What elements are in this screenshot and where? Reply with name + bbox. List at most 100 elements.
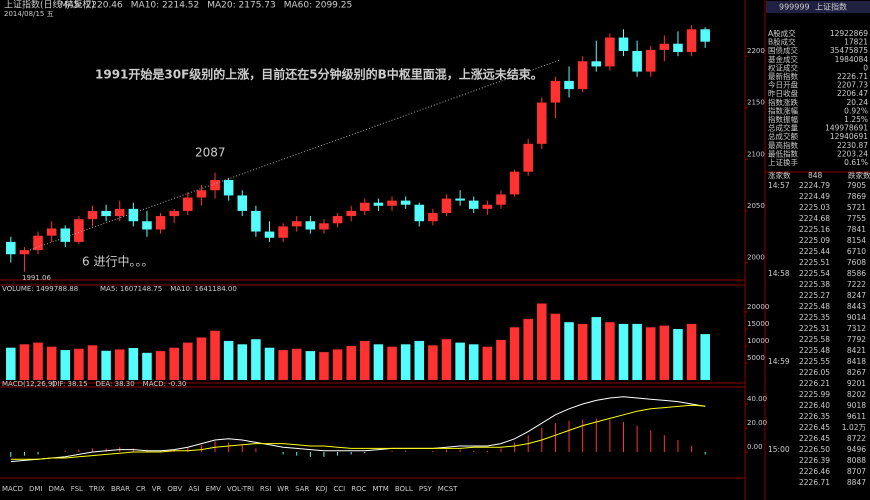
tick-price: 2226.35 [799, 412, 830, 421]
tick-price: 2226.50 [799, 445, 830, 454]
tick-volume: 7222 [847, 280, 866, 289]
tick-volume: 8247 [847, 291, 866, 300]
tick-header: 跌家数 [848, 170, 870, 180]
stat-label: B股成交 [768, 37, 796, 47]
candle-body [428, 212, 438, 222]
stat-value: 1.25% [844, 115, 868, 124]
tick-volume: 8421 [847, 346, 866, 355]
indicator-tab[interactable]: VR [152, 485, 162, 493]
indicator-tab[interactable]: CR [136, 485, 146, 493]
candle-body [291, 221, 302, 227]
y-tick-label: 20.00 [747, 419, 767, 427]
candle-body [6, 241, 16, 255]
volume-bar [591, 317, 602, 380]
candle-body [196, 190, 207, 198]
volume-bar [700, 334, 710, 380]
indicator-tab[interactable]: BOLL [395, 485, 413, 493]
volume-bar [74, 348, 84, 380]
indicator-tab[interactable]: CCI [333, 485, 345, 493]
tick-price: 2225.27 [799, 291, 830, 300]
volume-bar [196, 337, 207, 380]
candle-body [673, 43, 683, 52]
indicator-tab[interactable]: DMI [29, 485, 43, 493]
volume-bar [373, 344, 384, 380]
stat-label: 最新指数 [768, 71, 798, 81]
indicator-tab[interactable]: DMA [48, 485, 64, 493]
tick-price: 2226.45 [799, 434, 830, 443]
stat-value: 2207.73 [837, 81, 868, 90]
volume-bar [414, 340, 425, 380]
tick-price: 2225.58 [799, 335, 830, 344]
indicator-tab[interactable]: ROC [351, 485, 366, 493]
tick-volume: 8586 [847, 269, 866, 278]
ma-label: MA5: 1607148.75 [100, 285, 162, 293]
volume-bar [291, 348, 302, 380]
indicator-tab[interactable]: EMV [206, 485, 221, 493]
candle-body [19, 250, 30, 255]
indicator-tab[interactable]: WR [277, 485, 289, 493]
y-tick-label: 20000 [747, 303, 769, 311]
stat-label: 总成交量 [768, 123, 798, 133]
candle-body [523, 143, 533, 172]
indicator-tab[interactable]: MCST [438, 485, 458, 493]
candle-body [237, 195, 248, 211]
indicator-tab[interactable]: FSL [71, 485, 83, 493]
volume-bar [605, 322, 615, 380]
stat-value: 0.92% [844, 106, 868, 115]
indicator-tab[interactable]: PSY [419, 485, 433, 493]
stat-value: 12940691 [830, 132, 868, 141]
volume-bar [264, 347, 275, 380]
y-tick-label: 2200 [747, 47, 765, 55]
candle-body [509, 171, 520, 195]
candle-body [564, 80, 574, 90]
stat-label: 指数振幅 [768, 114, 798, 124]
indicator-tab[interactable]: RSI [260, 485, 271, 493]
volume-bar [468, 344, 479, 380]
tick-time: 14:59 [768, 357, 790, 366]
tick-volume: 8154 [847, 236, 866, 245]
tick-volume: 7905 [847, 181, 866, 190]
candle-body [278, 226, 288, 238]
volume-bar [632, 323, 642, 380]
indicator-tab[interactable]: SAR [295, 485, 309, 493]
volume-bar [319, 352, 329, 380]
indicator-tab[interactable]: ASI [188, 485, 199, 493]
annotation: 1991开始是30F级别的上涨，目前还在5分钟级别的B中枢里面混，上涨远未结束。 [95, 67, 543, 82]
tick-volume: 8707 [847, 467, 866, 476]
volume-bar [509, 327, 520, 380]
tick-price: 2224.79 [799, 181, 830, 190]
volume-bar [441, 339, 452, 380]
tick-volume: 7841 [847, 225, 866, 234]
candle-body [537, 102, 547, 144]
candle-body [114, 208, 125, 217]
volume-bar [33, 342, 43, 380]
indicator-tab[interactable]: VOL-TRI [227, 485, 254, 493]
tick-volume: 7312 [847, 324, 866, 333]
stat-value: 17821 [844, 38, 868, 47]
name: 上证指数 [815, 2, 847, 12]
volume-bar [645, 327, 656, 380]
annotation: 1991.06 [22, 274, 51, 282]
y-tick-label: 2000 [747, 254, 765, 262]
indicator-tab[interactable]: OBV [167, 485, 182, 493]
volume-bar [618, 323, 629, 380]
stat-value: 2206.47 [837, 89, 868, 98]
tick-price: 2226.46 [799, 467, 830, 476]
tick-volume: 9496 [847, 445, 866, 454]
indicator-tab[interactable]: BRAR [111, 485, 130, 493]
tick-price: 2225.38 [799, 280, 830, 289]
volume-bar [550, 313, 561, 380]
tick-time: 15:00 [768, 445, 790, 454]
indicator-tab[interactable]: TRIX [88, 485, 105, 493]
indicator-tab[interactable]: MACD [2, 485, 23, 493]
ma-label: MA5: 2220.46 [60, 1, 123, 11]
volume-bar [114, 349, 125, 380]
volume-bar [686, 323, 697, 380]
tick-price: 2224.68 [799, 214, 830, 223]
indicator-tab[interactable]: MTM [372, 485, 388, 493]
tick-price: 2225.03 [799, 203, 830, 212]
candle-body [360, 202, 370, 211]
chart-title: 上证指数(日线 前复权) [4, 0, 95, 11]
volume-bar [251, 339, 261, 380]
indicator-tab[interactable]: KDJ [315, 485, 327, 493]
